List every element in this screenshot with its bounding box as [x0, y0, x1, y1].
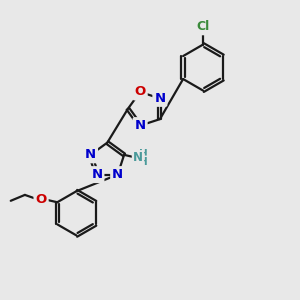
Text: N: N [133, 151, 143, 164]
Text: N: N [112, 168, 123, 181]
Text: Cl: Cl [196, 20, 210, 33]
Text: H: H [139, 157, 148, 166]
Text: N: N [92, 168, 103, 181]
Text: N: N [135, 119, 146, 132]
Text: O: O [134, 85, 146, 98]
Text: N: N [154, 92, 165, 105]
Text: N: N [85, 148, 96, 161]
Text: H: H [139, 149, 148, 159]
Text: O: O [35, 193, 47, 206]
